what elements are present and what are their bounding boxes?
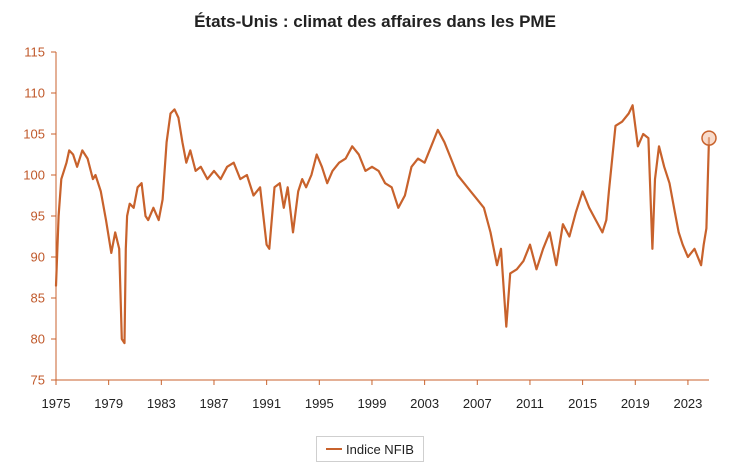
y-tick-label: 100	[23, 168, 45, 183]
x-tick-label: 2015	[568, 396, 597, 411]
y-tick-label: 105	[23, 127, 45, 142]
y-tick-label: 75	[31, 373, 45, 388]
x-tick-label: 2007	[463, 396, 492, 411]
x-tick-label: 1979	[94, 396, 123, 411]
series-line-nfib	[54, 104, 711, 345]
x-tick-label: 1991	[252, 396, 281, 411]
x-tick-label: 2019	[621, 396, 650, 411]
latest-value-marker	[701, 130, 717, 146]
x-tick-label: 2011	[516, 396, 544, 411]
x-ticks: 1975 1979 1983 1987 1991 1995 1999 2003 2007 2011…	[42, 380, 702, 411]
y-tick-label: 115	[24, 45, 45, 60]
y-tick-label: 110	[24, 86, 45, 101]
x-tick-label: 1995	[305, 396, 334, 411]
y-ticks: 75 80 85 90 95 100 105 110 115	[23, 45, 56, 388]
y-tick-label: 85	[31, 291, 45, 306]
x-tick-label: 1999	[358, 396, 387, 411]
legend-label: Indice NFIB	[346, 441, 414, 457]
y-tick-label: 95	[31, 209, 45, 224]
x-tick-label: 1975	[42, 396, 71, 411]
legend-swatch	[326, 448, 342, 450]
y-tick-label: 80	[31, 332, 45, 347]
series-layer	[54, 104, 717, 345]
x-tick-label: 1983	[147, 396, 176, 411]
x-tick-label: 1987	[200, 396, 229, 411]
legend: Indice NFIB	[316, 436, 424, 462]
chart-title: États-Unis : climat des affaires dans le…	[194, 12, 556, 31]
x-tick-label: 2023	[673, 396, 702, 411]
y-tick-label: 90	[31, 250, 45, 265]
x-tick-label: 2003	[410, 396, 439, 411]
axes	[55, 52, 709, 381]
